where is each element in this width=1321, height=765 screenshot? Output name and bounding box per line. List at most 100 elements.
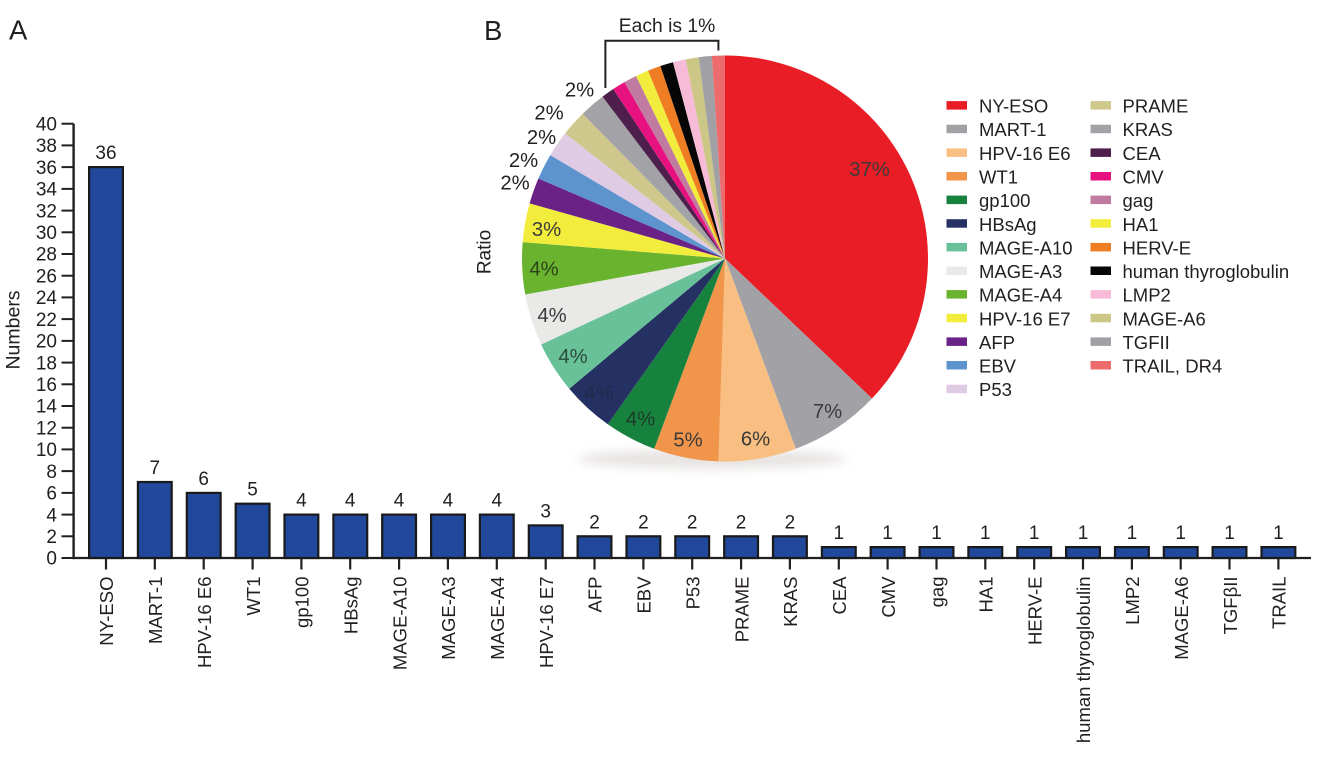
svg-text:human thyroglobulin: human thyroglobulin xyxy=(1123,261,1290,282)
svg-text:MART-1: MART-1 xyxy=(979,119,1047,140)
svg-text:2%: 2% xyxy=(527,127,556,149)
svg-text:2: 2 xyxy=(785,512,796,533)
svg-text:gag: gag xyxy=(1123,190,1154,211)
svg-text:CMV: CMV xyxy=(878,576,899,618)
svg-text:1: 1 xyxy=(834,523,845,544)
svg-text:4%: 4% xyxy=(529,259,558,281)
svg-text:26: 26 xyxy=(36,266,57,287)
svg-text:6%: 6% xyxy=(741,429,770,451)
svg-text:AFP: AFP xyxy=(979,332,1015,353)
svg-text:4%: 4% xyxy=(626,409,655,431)
svg-text:CEA: CEA xyxy=(829,576,850,615)
svg-text:36: 36 xyxy=(36,158,57,179)
svg-text:30: 30 xyxy=(36,223,57,244)
svg-text:0: 0 xyxy=(46,549,57,570)
svg-text:HPV-16 E6: HPV-16 E6 xyxy=(979,143,1071,164)
svg-text:TGFβII: TGFβII xyxy=(1220,577,1241,635)
svg-text:6: 6 xyxy=(198,469,209,490)
svg-text:1: 1 xyxy=(931,523,942,544)
svg-text:32: 32 xyxy=(36,201,57,222)
svg-text:PRAME: PRAME xyxy=(1123,96,1189,117)
svg-text:TGFII: TGFII xyxy=(1123,332,1170,353)
svg-text:8: 8 xyxy=(46,462,57,483)
svg-text:human thyroglobulin: human thyroglobulin xyxy=(1073,577,1094,744)
svg-text:2%: 2% xyxy=(565,80,594,102)
svg-text:37%: 37% xyxy=(849,159,890,181)
svg-text:24: 24 xyxy=(36,288,58,309)
svg-text:4%: 4% xyxy=(537,305,566,327)
svg-text:4: 4 xyxy=(492,491,503,512)
svg-text:MAGE-A10: MAGE-A10 xyxy=(979,237,1073,258)
svg-text:20: 20 xyxy=(36,332,57,353)
svg-text:LMP2: LMP2 xyxy=(1122,577,1143,625)
svg-text:1: 1 xyxy=(1273,523,1284,544)
svg-text:A: A xyxy=(9,15,28,46)
svg-text:PRAME: PRAME xyxy=(731,577,752,643)
svg-text:HBsAg: HBsAg xyxy=(979,214,1037,235)
svg-text:18: 18 xyxy=(36,353,57,374)
svg-text:28: 28 xyxy=(36,245,57,266)
svg-text:2: 2 xyxy=(638,512,649,533)
svg-text:2%: 2% xyxy=(509,150,538,172)
svg-text:AFP: AFP xyxy=(585,577,606,613)
svg-text:MART-1: MART-1 xyxy=(145,577,166,645)
svg-text:38: 38 xyxy=(36,136,57,157)
svg-text:1: 1 xyxy=(980,523,991,544)
svg-text:P53: P53 xyxy=(682,577,703,610)
svg-text:CMV: CMV xyxy=(1123,167,1165,188)
svg-text:gp100: gp100 xyxy=(979,190,1030,211)
svg-text:4: 4 xyxy=(345,491,356,512)
svg-text:gag: gag xyxy=(927,577,948,608)
svg-text:WT1: WT1 xyxy=(979,167,1018,188)
svg-text:TRAIL: TRAIL xyxy=(1269,577,1290,629)
svg-text:HPV-16 E7: HPV-16 E7 xyxy=(979,308,1071,329)
svg-text:1: 1 xyxy=(1175,523,1186,544)
svg-text:14: 14 xyxy=(36,397,58,418)
svg-text:MAGE-A4: MAGE-A4 xyxy=(487,577,508,660)
svg-text:gp100: gp100 xyxy=(292,577,313,628)
svg-text:Numbers: Numbers xyxy=(3,290,25,369)
svg-text:4%: 4% xyxy=(558,346,587,368)
svg-text:KRAS: KRAS xyxy=(1123,119,1173,140)
svg-text:16: 16 xyxy=(36,375,57,396)
svg-text:4: 4 xyxy=(394,491,405,512)
svg-text:3%: 3% xyxy=(532,219,561,241)
svg-text:7%: 7% xyxy=(813,401,842,423)
svg-text:4%: 4% xyxy=(584,383,613,405)
svg-text:MAGE-A6: MAGE-A6 xyxy=(1123,308,1206,329)
svg-text:Each is 1%: Each is 1% xyxy=(619,16,715,37)
svg-text:MAGE-A4: MAGE-A4 xyxy=(979,285,1062,306)
svg-text:1: 1 xyxy=(1029,523,1040,544)
svg-text:1: 1 xyxy=(882,523,893,544)
svg-text:5%: 5% xyxy=(673,430,702,452)
svg-text:2: 2 xyxy=(46,527,57,548)
svg-text:NY-ESO: NY-ESO xyxy=(96,577,117,646)
svg-text:HERV-E: HERV-E xyxy=(1024,577,1045,646)
svg-text:1: 1 xyxy=(1127,523,1138,544)
svg-text:WT1: WT1 xyxy=(243,577,264,616)
svg-text:22: 22 xyxy=(36,310,57,331)
svg-text:6: 6 xyxy=(46,484,57,505)
svg-text:12: 12 xyxy=(36,418,57,439)
svg-text:EBV: EBV xyxy=(634,576,655,614)
svg-text:MAGE-A3: MAGE-A3 xyxy=(438,577,459,660)
svg-text:HPV-16 E7: HPV-16 E7 xyxy=(536,577,557,669)
svg-text:HA1: HA1 xyxy=(976,577,997,613)
svg-text:1: 1 xyxy=(1224,523,1235,544)
svg-text:HBsAg: HBsAg xyxy=(340,577,361,635)
svg-text:4: 4 xyxy=(443,491,454,512)
svg-text:4: 4 xyxy=(296,491,307,512)
svg-text:HERV-E: HERV-E xyxy=(1123,237,1192,258)
svg-text:1: 1 xyxy=(1078,523,1089,544)
svg-text:HA1: HA1 xyxy=(1123,214,1159,235)
svg-text:10: 10 xyxy=(36,440,57,461)
svg-text:7: 7 xyxy=(150,458,161,479)
svg-text:40: 40 xyxy=(36,114,57,135)
svg-text:4: 4 xyxy=(46,505,57,526)
svg-text:2%: 2% xyxy=(534,103,563,125)
svg-text:2: 2 xyxy=(687,512,698,533)
svg-text:HPV-16 E6: HPV-16 E6 xyxy=(194,577,215,669)
svg-text:MAGE-A10: MAGE-A10 xyxy=(389,577,410,671)
svg-text:5: 5 xyxy=(247,480,258,501)
svg-text:B: B xyxy=(484,15,502,46)
